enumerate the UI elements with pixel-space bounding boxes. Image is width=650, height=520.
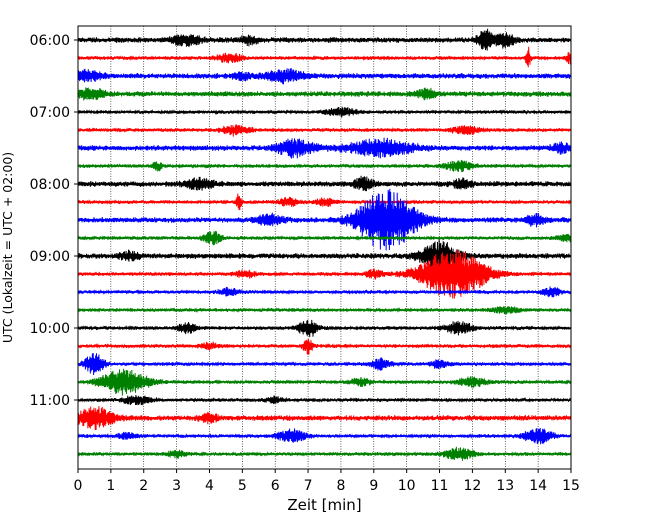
y-tick-label: 06:00: [30, 33, 70, 49]
x-tick-label: 15: [562, 478, 580, 494]
x-tick-label: 3: [172, 478, 181, 494]
x-axis-ticks: 0 1 2 3 4 5 6 7 8 9 10 11 12 13 14 15: [74, 469, 580, 494]
y-tick-label: 07:00: [30, 105, 70, 121]
y-tick-label: 11:00: [30, 393, 70, 409]
seismic-traces: [77, 28, 572, 461]
x-tick-label: 11: [431, 478, 449, 494]
seismic-trace: [77, 394, 572, 406]
x-tick-label: 0: [74, 478, 83, 494]
seismic-trace: [77, 338, 572, 355]
x-tick-label: 12: [463, 478, 481, 494]
seismic-trace: [77, 106, 572, 118]
y-tick-label: 09:00: [30, 249, 70, 265]
seismic-trace: [77, 319, 572, 338]
seismic-trace: [77, 446, 572, 461]
x-axis-label: Zeit [min]: [287, 496, 361, 514]
x-tick-label: 10: [398, 478, 416, 494]
seismic-trace: [77, 306, 572, 315]
seismic-trace: [77, 159, 572, 172]
x-tick-label: 4: [205, 478, 214, 494]
seismic-trace: [77, 68, 572, 85]
y-axis-ticks: 06:00 07:00 08:00 09:00 10:00 11:00: [30, 33, 78, 409]
seismic-trace: [77, 124, 572, 137]
seismic-trace: [77, 175, 572, 192]
plot-frame: [77, 25, 572, 470]
x-tick-label: 9: [369, 478, 378, 494]
seismic-trace: [77, 427, 572, 445]
x-tick-label: 8: [336, 478, 345, 494]
seismic-trace: [77, 353, 572, 375]
seismic-trace: [77, 46, 572, 68]
y-axis-label: UTC (Lokalzeit = UTC + 02:00): [0, 152, 15, 343]
x-tick-label: 1: [106, 478, 115, 494]
x-tick-label: 7: [304, 478, 313, 494]
x-tick-label: 5: [238, 478, 247, 494]
x-tick-label: 2: [139, 478, 148, 494]
seismic-trace: [77, 188, 572, 251]
y-tick-label: 10:00: [30, 321, 70, 337]
seismic-trace: [77, 406, 572, 431]
seismic-trace: [77, 28, 572, 51]
seismic-trace: [77, 286, 572, 298]
seismic-trace: [77, 239, 572, 271]
seismic-trace: [77, 368, 572, 396]
seismic-trace: [77, 87, 572, 101]
y-tick-label: 08:00: [30, 177, 70, 193]
x-tick-label: 6: [271, 478, 280, 494]
x-tick-label: 13: [496, 478, 514, 494]
seismic-trace: [77, 137, 572, 159]
x-tick-label: 14: [529, 478, 547, 494]
seismic-trace: [77, 230, 572, 246]
seismic-trace: [77, 249, 572, 299]
seismic-trace: [77, 193, 572, 211]
